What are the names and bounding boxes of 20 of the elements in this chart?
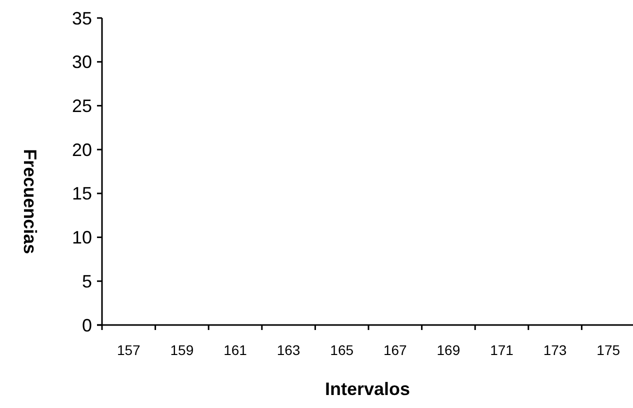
- x-tick-label: 173: [543, 342, 567, 358]
- x-tick-label: 157: [116, 342, 141, 358]
- x-axis-title: Intervalos: [324, 379, 410, 399]
- y-tick-label: 20: [72, 140, 92, 160]
- x-tick-label: 159: [170, 342, 194, 358]
- y-tick-label: 30: [72, 52, 92, 72]
- x-tick-label: 163: [276, 342, 300, 358]
- y-tick-label: 15: [72, 184, 92, 204]
- x-tick-label: 165: [330, 342, 354, 358]
- x-tick-label: 161: [224, 342, 248, 358]
- y-tick-label: 35: [72, 8, 92, 28]
- y-tick-label: 25: [72, 96, 92, 116]
- x-tick-label: 167: [383, 342, 408, 358]
- y-tick-label: 5: [82, 271, 92, 292]
- x-tick-label: 175: [596, 342, 620, 358]
- y-tick-label: 10: [72, 228, 92, 248]
- y-axis-title: Frecuencias: [20, 148, 40, 254]
- y-tick-label: 0: [82, 315, 92, 336]
- x-tick-label: 171: [490, 342, 514, 358]
- x-tick-label: 169: [436, 342, 460, 358]
